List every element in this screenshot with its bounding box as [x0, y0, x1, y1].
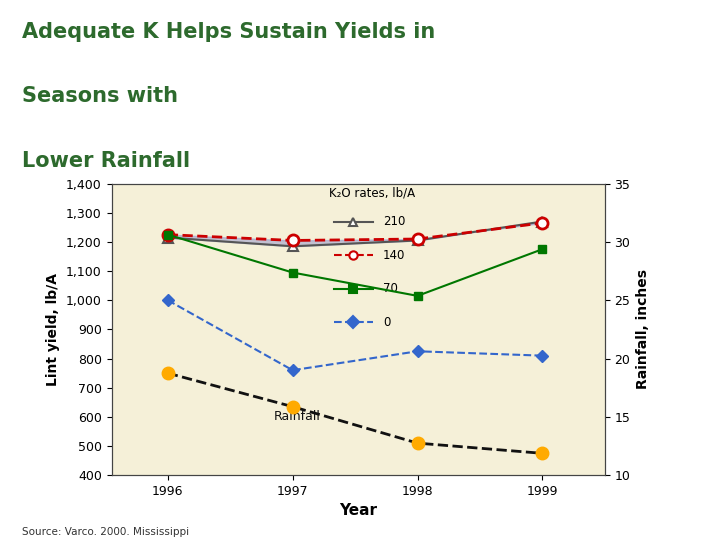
- Text: 210: 210: [383, 215, 405, 228]
- Text: Seasons with: Seasons with: [22, 86, 178, 106]
- Text: 70: 70: [383, 282, 397, 295]
- Text: Rainfall: Rainfall: [274, 410, 321, 423]
- Text: Source: Varco. 2000. Mississippi: Source: Varco. 2000. Mississippi: [22, 527, 189, 537]
- Y-axis label: Rainfall, inches: Rainfall, inches: [636, 269, 650, 389]
- X-axis label: Year: Year: [339, 503, 377, 518]
- Y-axis label: Lint yield, lb/A: Lint yield, lb/A: [47, 273, 60, 386]
- Text: Lower Rainfall: Lower Rainfall: [22, 151, 190, 171]
- Text: Adequate K Helps Sustain Yields in: Adequate K Helps Sustain Yields in: [22, 22, 435, 42]
- Text: K₂O rates, lb/A: K₂O rates, lb/A: [328, 186, 415, 199]
- Text: 140: 140: [383, 248, 405, 261]
- Text: 0: 0: [383, 315, 390, 329]
